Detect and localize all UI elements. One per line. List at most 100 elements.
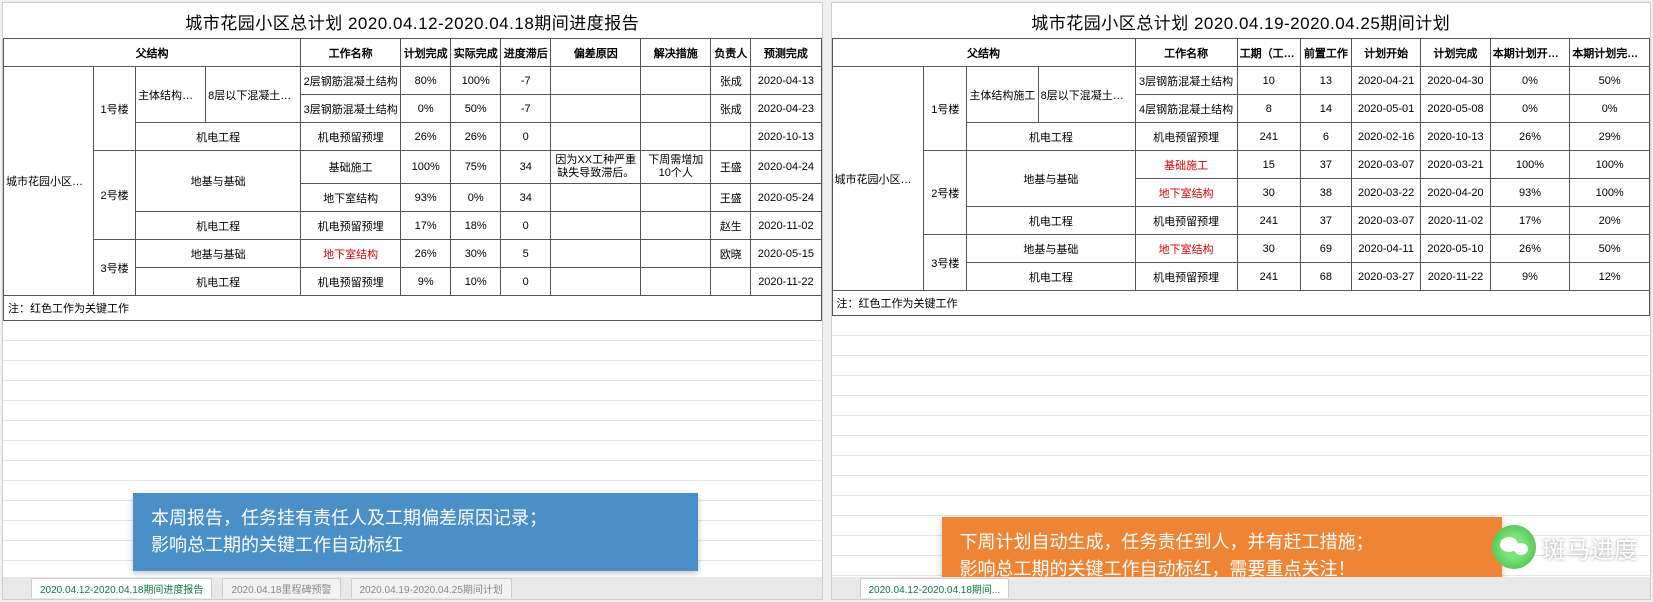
h5: 解决措施 [641,39,711,67]
right-note: 注：红色工作为关键工作 [832,291,1651,316]
h2: 实际完成 [451,39,501,67]
cell: 17% [1490,207,1570,235]
rh1: 工期（工日） [1237,39,1300,67]
cell: 50% [451,95,501,123]
cell: 26% [401,240,451,268]
cell [641,123,711,151]
cell: 2020-04-23 [751,95,821,123]
cell: 欧晓 [711,240,751,268]
cell: 26% [1490,235,1570,263]
cell: 75% [451,151,501,184]
dj: 地基与基础 [136,240,301,268]
cell: 13 [1300,67,1351,95]
left-note: 注：红色工作为关键工作 [3,296,822,321]
cell: 机电预留预埋 [301,212,401,240]
cell [711,123,751,151]
left-sheet-tabs[interactable]: 2020.04.12-2020.04.18期间进度报告 2020.04.18里程… [3,577,822,599]
cell: 2020-11-02 [751,212,821,240]
cell: 80% [401,67,451,95]
cell: 100% [1570,179,1650,207]
cell [641,240,711,268]
cell: 2020-04-21 [1351,67,1420,95]
cell: 2020-03-22 [1351,179,1420,207]
cell: 100% [401,151,451,184]
cell: 基础施工 [1135,151,1237,179]
cell: 机电预留预埋 [301,268,401,296]
cell: 12% [1570,263,1650,291]
cell: 机电预留预埋 [1135,263,1237,291]
dj: 地基与基础 [967,151,1135,207]
cell: 2020-04-30 [1421,67,1490,95]
cell: 2020-11-22 [1421,263,1490,291]
cell: 68 [1300,263,1351,291]
h3: 进度滞后 [501,39,551,67]
cell: 241 [1237,123,1300,151]
cell [641,184,711,212]
root: 城市花园小区总计划 [832,67,924,291]
cell: 2020-05-10 [1421,235,1490,263]
cell: 2020-11-22 [751,268,821,296]
cell: 50% [1570,67,1650,95]
cell: 2020-04-11 [1351,235,1420,263]
jd: 机电工程 [136,212,301,240]
rcol-parent: 父结构 [832,39,1135,67]
right-sheet-tabs[interactable]: 2020.04.12-2020.04.18期间... [832,577,1651,599]
cell: 地下室结构 [1135,235,1237,263]
cell: 100% [1570,151,1650,179]
cell: -7 [501,67,551,95]
cell [641,67,711,95]
cell: 赵生 [711,212,751,240]
b1: 1号楼 [94,67,136,151]
jd: 机电工程 [967,123,1135,151]
cell: 26% [1490,123,1570,151]
b3: 3号楼 [94,240,136,296]
eight: 8层以下混凝土结构 [1038,67,1135,123]
cell: 0% [1570,95,1650,123]
h6: 负责人 [711,39,751,67]
cell: 18% [451,212,501,240]
cell: 2020-11-02 [1421,207,1490,235]
cell: 2020-10-13 [1421,123,1490,151]
cell [551,95,641,123]
rh4: 计划完成 [1421,39,1490,67]
rtab-0[interactable]: 2020.04.12-2020.04.18期间... [860,578,1010,598]
jd: 机电工程 [136,123,301,151]
cell: 17% [401,212,451,240]
cell: 93% [401,184,451,212]
cell: 34 [501,184,551,212]
cell: 26% [451,123,501,151]
cell: 0% [1490,95,1570,123]
cell: 下周需增加10个人 [641,151,711,184]
cell: 王盛 [711,151,751,184]
cell: 2020-10-13 [751,123,821,151]
cell: 2层钢筋混凝土结构 [301,67,401,95]
tab-0[interactable]: 2020.04.12-2020.04.18期间进度报告 [31,578,212,598]
cell: 34 [501,151,551,184]
b1: 1号楼 [924,67,967,151]
cell: 8 [1237,95,1300,123]
cell: 69 [1300,235,1351,263]
cell: 0 [501,212,551,240]
right-table: 父结构 工作名称 工期（工日） 前置工作 计划开始 计划完成 本期计划开始(%)… [832,38,1651,291]
cell: 3层钢筋混凝土结构 [1135,67,1237,95]
cell: 2020-03-07 [1351,207,1420,235]
cell: 2020-05-15 [751,240,821,268]
tab-2[interactable]: 2020.04.19-2020.04.25期间计划 [351,578,512,598]
rh5: 本期计划开始(%) [1490,39,1570,67]
cell: 0% [1490,67,1570,95]
cell [551,67,641,95]
cell: 50% [1570,235,1650,263]
cell: 2020-04-24 [751,151,821,184]
cell: 37 [1300,151,1351,179]
tab-1[interactable]: 2020.04.18里程碑预警 [222,578,340,598]
cell: 37 [1300,207,1351,235]
cell: 2020-02-16 [1351,123,1420,151]
cell: 张成 [711,95,751,123]
rh2: 前置工作 [1300,39,1351,67]
rh0: 工作名称 [1135,39,1237,67]
rh3: 计划开始 [1351,39,1420,67]
cell: 2020-04-20 [1421,179,1490,207]
cell: 机电预留预埋 [301,123,401,151]
b2: 2号楼 [94,151,136,240]
cell: 93% [1490,179,1570,207]
